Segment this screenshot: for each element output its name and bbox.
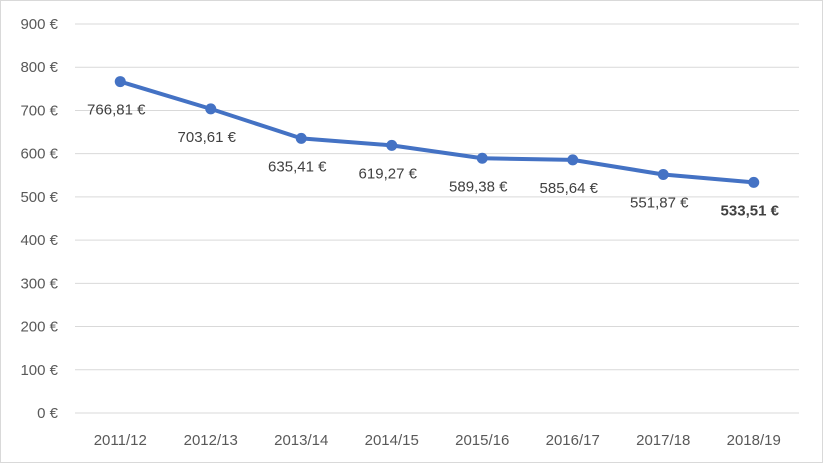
- x-tick-label: 2016/17: [546, 432, 600, 449]
- data-point: [114, 76, 126, 88]
- y-tick-label: 800 €: [20, 59, 58, 76]
- y-tick-label: 100 €: [20, 362, 58, 379]
- x-axis-tick-labels: 2011/12 2012/13 2013/14 2014/15 2015/16 2016/…: [94, 432, 781, 449]
- data-point: [657, 168, 669, 180]
- data-label: 635,41 €: [268, 158, 327, 175]
- data-label: 551,87 €: [630, 194, 689, 211]
- data-point: [205, 103, 217, 115]
- series-line: [118, 79, 756, 185]
- y-tick-label: 0 €: [37, 405, 59, 422]
- x-tick-label: 2012/13: [184, 432, 238, 449]
- x-tick-label: 2013/14: [274, 432, 328, 449]
- y-tick-label: 200 €: [20, 319, 58, 336]
- x-tick-label: 2011/12: [94, 432, 147, 449]
- data-point: [567, 154, 579, 166]
- data-point: [386, 139, 398, 151]
- data-point: [476, 152, 488, 164]
- data-label: 619,27 €: [359, 165, 418, 182]
- data-point: [295, 132, 307, 144]
- y-tick-label: 400 €: [20, 232, 58, 249]
- y-tick-label: 300 €: [20, 275, 58, 292]
- x-tick-label: 2017/18: [636, 432, 690, 449]
- data-point: [748, 176, 760, 188]
- x-tick-label: 2015/16: [455, 432, 509, 449]
- series-line-group: [114, 76, 760, 188]
- y-tick-label: 500 €: [20, 189, 58, 206]
- y-axis-tick-labels: 0 € 100 € 200 € 300 € 400 € 500 € 600 € 700 € 80…: [20, 16, 58, 422]
- x-tick-label: 2014/15: [365, 432, 419, 449]
- y-tick-label: 900 €: [20, 16, 58, 33]
- data-label: 766,81 €: [87, 102, 146, 119]
- y-tick-label: 700 €: [20, 102, 58, 119]
- data-label: 589,38 €: [449, 178, 508, 195]
- data-labels: 766,81 € 703,61 € 635,41 € 619,27 € 589,38 €…: [87, 102, 780, 220]
- data-label: 533,51 €: [721, 202, 780, 219]
- data-label: 585,64 €: [540, 180, 599, 197]
- gridlines: [75, 23, 799, 414]
- data-label: 703,61 €: [178, 129, 237, 146]
- x-tick-label: 2018/19: [727, 432, 781, 449]
- y-tick-label: 600 €: [20, 146, 58, 163]
